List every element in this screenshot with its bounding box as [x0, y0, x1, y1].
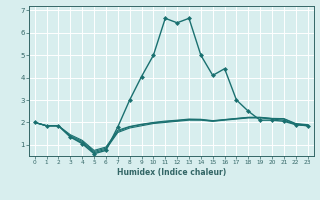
X-axis label: Humidex (Indice chaleur): Humidex (Indice chaleur)	[116, 168, 226, 177]
